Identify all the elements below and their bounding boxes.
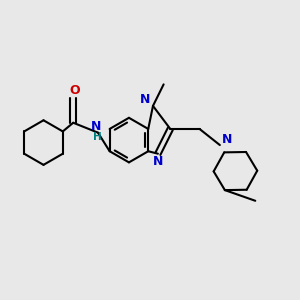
Text: N: N <box>140 93 151 106</box>
Text: N: N <box>153 155 164 168</box>
Text: N: N <box>91 120 101 133</box>
Text: N: N <box>222 133 232 146</box>
Text: H: H <box>93 132 101 142</box>
Text: O: O <box>69 84 80 97</box>
